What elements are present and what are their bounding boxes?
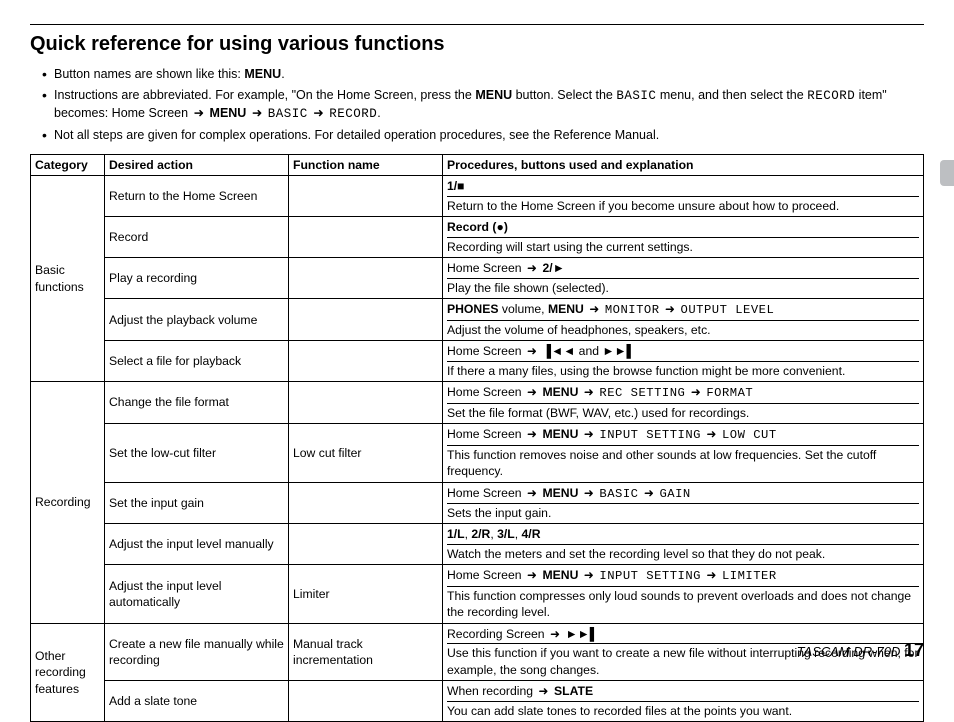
page-title: Quick reference for using various functi…	[30, 33, 924, 56]
action-cell: Select a file for playback	[105, 341, 289, 382]
table-row: Record Record (●) Recording will start u…	[31, 217, 924, 258]
table-row: Add a slate tone When recording ➜ SLATE …	[31, 681, 924, 722]
procedure-cell: Record (●) Recording will start using th…	[443, 217, 924, 258]
record-icon: ●	[496, 220, 503, 234]
function-cell	[289, 217, 443, 258]
header-category: Category	[31, 155, 105, 176]
table-row: Other recording features Create a new fi…	[31, 623, 924, 680]
arrow-icon: ➜	[525, 384, 539, 400]
category-cell: Basic functions	[31, 176, 105, 382]
arrow-icon: ➜	[689, 384, 703, 400]
skip-back-icon: ▐◄◄	[543, 344, 576, 358]
category-cell: Other recording features	[31, 623, 105, 721]
note-3: Not all steps are given for complex oper…	[44, 127, 924, 145]
action-cell: Return to the Home Screen	[105, 176, 289, 217]
arrow-icon: ➜	[525, 426, 539, 442]
table-row: Play a recording Home Screen ➜ 2/► Play …	[31, 258, 924, 299]
action-cell: Adjust the playback volume	[105, 299, 289, 341]
procedure-cell: When recording ➜ SLATE You can add slate…	[443, 681, 924, 722]
table-row: Adjust the input level automatically Lim…	[31, 565, 924, 623]
action-cell: Change the file format	[105, 382, 289, 424]
note-1: Button names are shown like this: MENU.	[44, 66, 924, 84]
arrow-icon: ➜	[536, 683, 550, 699]
table-row: Select a file for playback Home Screen ➜…	[31, 341, 924, 382]
note-2: Instructions are abbreviated. For exampl…	[44, 87, 924, 124]
reference-table: Category Desired action Function name Pr…	[30, 154, 924, 722]
category-cell: Recording	[31, 382, 105, 624]
arrow-icon: ➜	[582, 567, 596, 583]
arrow-icon: ➜	[704, 567, 718, 583]
page-footer: TASCAM DR-70D 17	[797, 640, 924, 661]
procedure-cell: 1/■ Return to the Home Screen if you bec…	[443, 176, 924, 217]
procedure-cell: Home Screen ➜ MENU ➜ INPUT SETTING ➜ LOW…	[443, 424, 924, 482]
action-cell: Add a slate tone	[105, 681, 289, 722]
page: Quick reference for using various functi…	[0, 0, 954, 722]
function-cell	[289, 482, 443, 524]
arrow-icon: ➜	[192, 105, 206, 123]
arrow-icon: ➜	[582, 426, 596, 442]
function-cell	[289, 341, 443, 382]
arrow-icon: ➜	[704, 426, 718, 442]
table-row: Set the input gain Home Screen ➜ MENU ➜ …	[31, 482, 924, 524]
function-cell	[289, 258, 443, 299]
action-cell: Set the low-cut filter	[105, 424, 289, 482]
procedure-cell: Home Screen ➜ ▐◄◄ and ►►▌ If there a man…	[443, 341, 924, 382]
header-procedure: Procedures, buttons used and explanation	[443, 155, 924, 176]
table-row: Set the low-cut filter Low cut filter Ho…	[31, 424, 924, 482]
action-cell: Play a recording	[105, 258, 289, 299]
action-cell: Record	[105, 217, 289, 258]
table-row: Adjust the playback volume PHONES volume…	[31, 299, 924, 341]
play-icon: ►	[553, 261, 565, 275]
arrow-icon: ➜	[582, 384, 596, 400]
procedure-cell: Home Screen ➜ 2/► Play the file shown (s…	[443, 258, 924, 299]
action-cell: Adjust the input level automatically	[105, 565, 289, 623]
arrow-icon: ➜	[642, 485, 656, 501]
function-cell	[289, 382, 443, 424]
action-cell: Adjust the input level manually	[105, 524, 289, 565]
thumb-tab	[940, 160, 954, 186]
function-cell	[289, 524, 443, 565]
footer-model: TASCAM DR-70D	[797, 644, 901, 659]
arrow-icon: ➜	[250, 105, 264, 123]
procedure-cell: Home Screen ➜ MENU ➜ BASIC ➜ GAIN Sets t…	[443, 482, 924, 524]
header-function: Function name	[289, 155, 443, 176]
arrow-icon: ➜	[663, 301, 677, 317]
function-cell	[289, 176, 443, 217]
table-row: Recording Change the file format Home Sc…	[31, 382, 924, 424]
table-row: Adjust the input level manually 1/L, 2/R…	[31, 524, 924, 565]
footer-page: 17	[904, 640, 924, 660]
function-cell	[289, 299, 443, 341]
arrow-icon: ➜	[587, 301, 601, 317]
skip-forward-icon: ►►▌	[566, 627, 599, 641]
procedure-cell: PHONES volume, MENU ➜ MONITOR ➜ OUTPUT L…	[443, 299, 924, 341]
procedure-cell: 1/L, 2/R, 3/L, 4/R Watch the meters and …	[443, 524, 924, 565]
table-row: Basic functions Return to the Home Scree…	[31, 176, 924, 217]
arrow-icon: ➜	[525, 485, 539, 501]
arrow-icon: ➜	[582, 485, 596, 501]
arrow-icon: ➜	[525, 567, 539, 583]
header-action: Desired action	[105, 155, 289, 176]
table-header-row: Category Desired action Function name Pr…	[31, 155, 924, 176]
function-cell: Low cut filter	[289, 424, 443, 482]
arrow-icon: ➜	[311, 105, 325, 123]
action-cell: Create a new file manually while recordi…	[105, 623, 289, 680]
function-cell: Limiter	[289, 565, 443, 623]
arrow-icon: ➜	[548, 626, 562, 642]
function-cell: Manual track incrementation	[289, 623, 443, 680]
function-cell	[289, 681, 443, 722]
procedure-cell: Home Screen ➜ MENU ➜ INPUT SETTING ➜ LIM…	[443, 565, 924, 623]
arrow-icon: ➜	[525, 260, 539, 276]
stop-icon: ■	[457, 179, 464, 193]
procedure-cell: Home Screen ➜ MENU ➜ REC SETTING ➜ FORMA…	[443, 382, 924, 424]
notes-list: Button names are shown like this: MENU. …	[44, 66, 924, 144]
top-rule	[30, 24, 924, 25]
skip-forward-icon: ►►▌	[602, 344, 635, 358]
action-cell: Set the input gain	[105, 482, 289, 524]
arrow-icon: ➜	[525, 343, 539, 359]
